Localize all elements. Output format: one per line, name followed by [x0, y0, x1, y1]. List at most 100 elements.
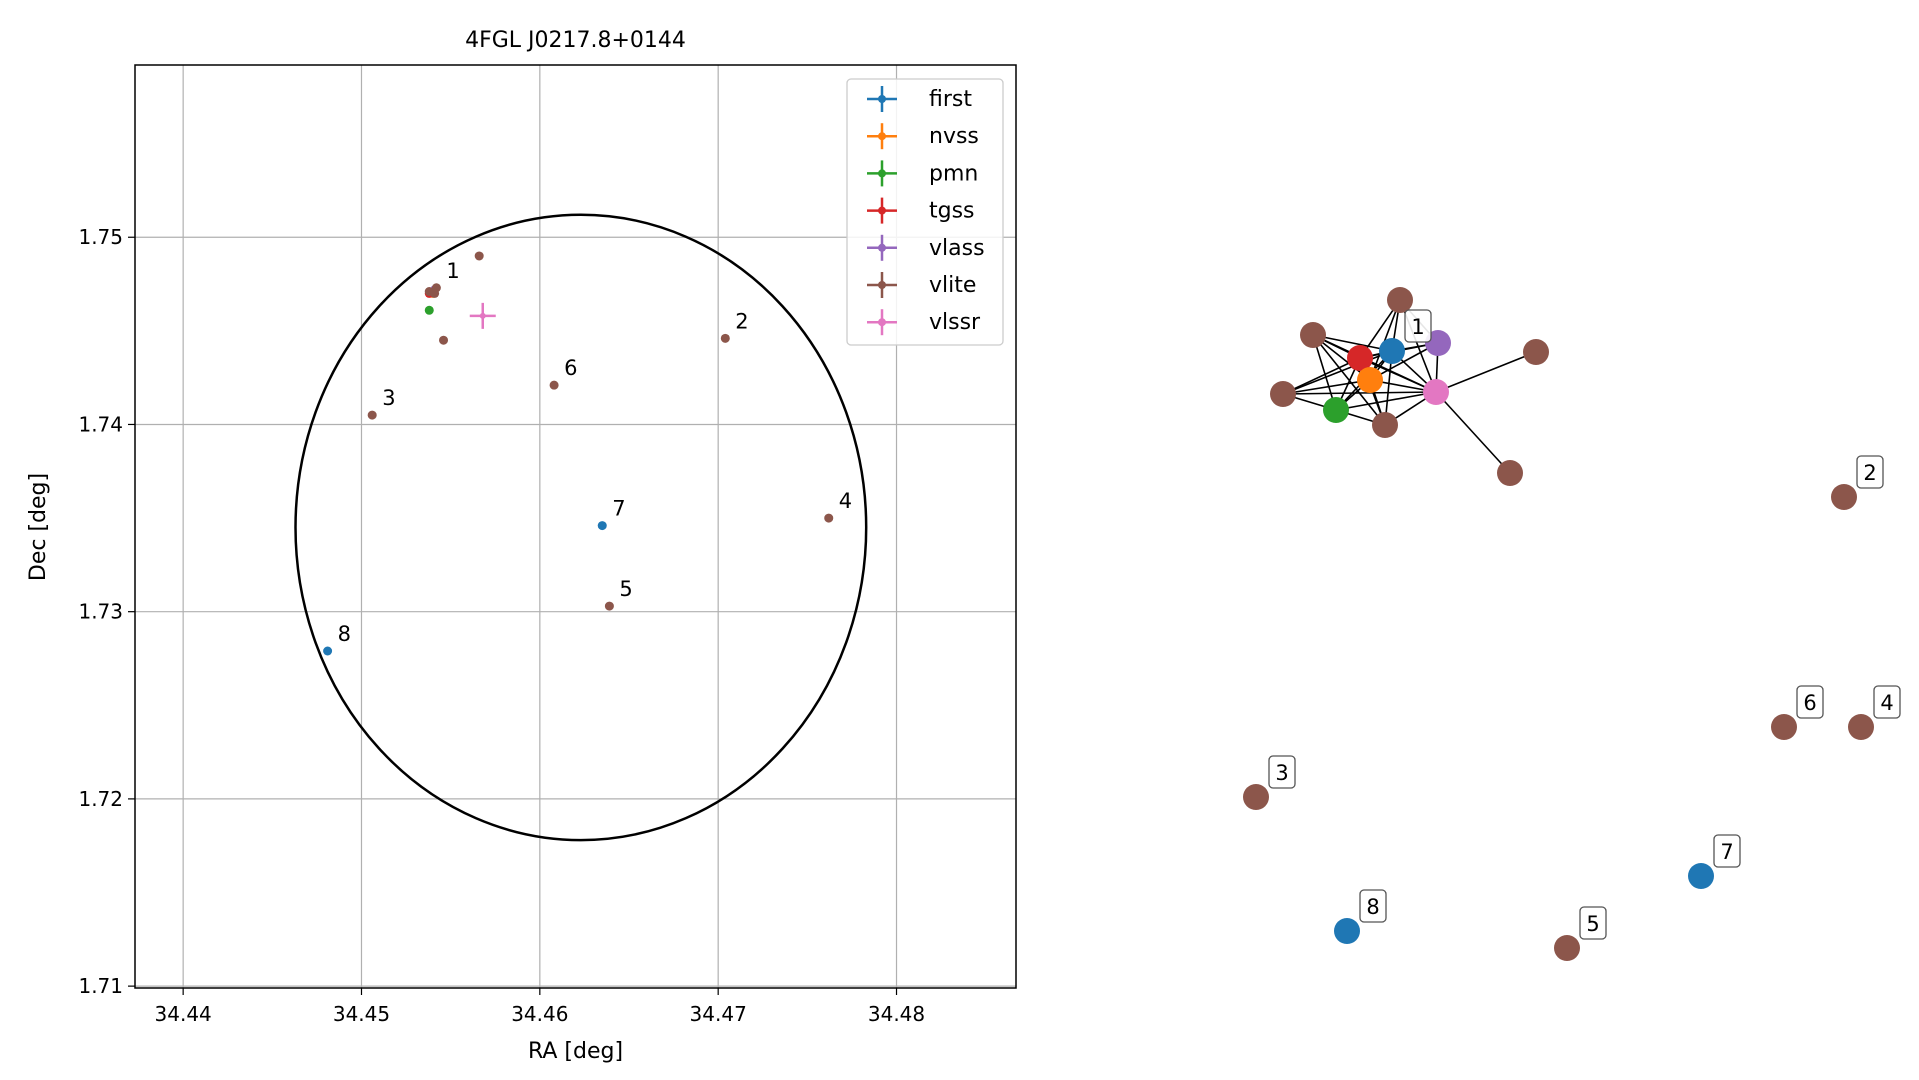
x-tick-label: 34.48: [868, 1002, 925, 1026]
legend-marker-dot: [878, 206, 886, 215]
data-point-vlite: [474, 251, 484, 261]
data-points: [323, 251, 834, 656]
network-edge: [1312, 334, 1337, 411]
network-node: [1848, 714, 1874, 740]
network-node: [1379, 338, 1405, 364]
legend-label: vlssr: [929, 310, 981, 335]
network-node-label-box: [1268, 755, 1296, 789]
network-node-label-box: [1856, 455, 1884, 489]
data-point-vlssr: [479, 312, 486, 319]
legend-label: vlite: [929, 273, 976, 298]
y-tick-label: 1.72: [78, 787, 123, 811]
network-node: [1347, 345, 1373, 371]
point-label: 7: [612, 497, 625, 521]
network-node: [1831, 484, 1857, 510]
legend-marker-dot: [878, 95, 886, 103]
legend-box: [846, 78, 1004, 346]
network-edge: [1335, 391, 1437, 411]
x-tick-label: 34.44: [155, 1002, 212, 1026]
legend: first nvss pmn tgss vlass vlite vlssr: [846, 78, 1004, 346]
network-edge: [1312, 334, 1393, 352]
data-point-first: [323, 646, 333, 656]
point-label: 4: [839, 489, 852, 513]
network-node: [1497, 460, 1523, 486]
network-edge: [1435, 351, 1537, 393]
y-tick-label: 1.74: [78, 412, 123, 436]
network-node: [1323, 397, 1349, 423]
network-node-label: 6: [1803, 691, 1816, 715]
network-node: [1771, 714, 1797, 740]
network-node: [1270, 381, 1296, 407]
y-tick-label: 1.75: [78, 225, 123, 249]
network-node: [1357, 367, 1383, 393]
network-node-label-box: [1713, 834, 1741, 868]
x-tick-label: 34.45: [333, 1002, 390, 1026]
legend-marker-dot: [878, 169, 886, 178]
legend-marker-dot: [878, 243, 886, 252]
network-node: [1523, 339, 1549, 365]
data-point-vlite: [549, 380, 559, 390]
data-point-vlite: [439, 335, 449, 345]
network-node-label: 8: [1366, 895, 1379, 919]
network-edge: [1435, 391, 1511, 474]
data-point-pmn: [424, 305, 434, 315]
data-point-first: [597, 521, 607, 531]
y-tick-label: 1.73: [78, 600, 123, 624]
axes-frame: [134, 64, 1017, 989]
network-panel: 1 2 3 4 5 6 7 8: [1243, 287, 1901, 961]
network-node-label-box: [1359, 889, 1387, 923]
localization-ellipse: [294, 213, 868, 842]
network-node-label-box: [1873, 685, 1901, 719]
point-labels: 7 8 1 2 3 4 5 6: [338, 259, 853, 646]
point-label: 1: [446, 259, 459, 283]
network-node: [1688, 863, 1714, 889]
data-point-vlite: [720, 333, 730, 343]
axis-ticks: 34.44 34.45 34.46 34.47 34.48 1.71 1.72 1.73 1.7…: [78, 225, 925, 1026]
network-edge: [1359, 357, 1437, 393]
point-label: 8: [338, 622, 351, 646]
data-point-vlite: [367, 410, 377, 420]
x-tick-label: 34.46: [511, 1002, 568, 1026]
point-label: 3: [382, 386, 395, 410]
network-node-label: 3: [1275, 761, 1288, 785]
network-node-labels: 1 2 3 4 5 6 7 8: [1268, 309, 1901, 940]
network-node-label-box: [1796, 685, 1824, 719]
network-edge: [1282, 350, 1393, 395]
network-node: [1423, 379, 1449, 405]
network-edge: [1282, 391, 1437, 395]
network-node-label: 2: [1863, 461, 1876, 485]
x-tick-label: 34.47: [690, 1002, 747, 1026]
network-node-label-box: [1404, 309, 1432, 343]
data-point-vlite: [604, 601, 614, 611]
ellipse-layer: [294, 213, 868, 842]
network-node: [1372, 412, 1398, 438]
network-node: [1554, 935, 1580, 961]
network-node-label: 1: [1411, 315, 1424, 339]
point-label: 5: [619, 577, 632, 601]
network-node: [1387, 287, 1413, 313]
network-node-label: 4: [1880, 691, 1893, 715]
network-edge: [1369, 299, 1401, 381]
network-nodes: [1243, 287, 1874, 961]
legend-entries: first nvss pmn tgss vlass vlite vlssr: [867, 86, 985, 336]
y-axis-label: Dec [deg]: [26, 473, 51, 581]
legend-marker-dot: [878, 318, 886, 327]
x-axis-label: RA [deg]: [528, 1039, 623, 1064]
network-edge: [1282, 357, 1361, 395]
network-node: [1334, 918, 1360, 944]
data-point-vlite: [824, 513, 834, 523]
data-point-vlite: [430, 288, 440, 298]
legend-label: tgss: [929, 199, 975, 224]
point-label: 6: [564, 356, 577, 380]
y-tick-label: 1.71: [78, 974, 123, 998]
legend-label: vlass: [929, 236, 985, 261]
network-node-label-box: [1579, 906, 1607, 940]
legend-label: first: [929, 87, 972, 112]
chart-title: 4FGL J0217.8+0144: [465, 28, 686, 53]
network-node: [1300, 322, 1326, 348]
legend-marker-dot: [878, 281, 886, 289]
legend-marker-dot: [878, 132, 886, 141]
legend-label: nvss: [929, 124, 979, 149]
